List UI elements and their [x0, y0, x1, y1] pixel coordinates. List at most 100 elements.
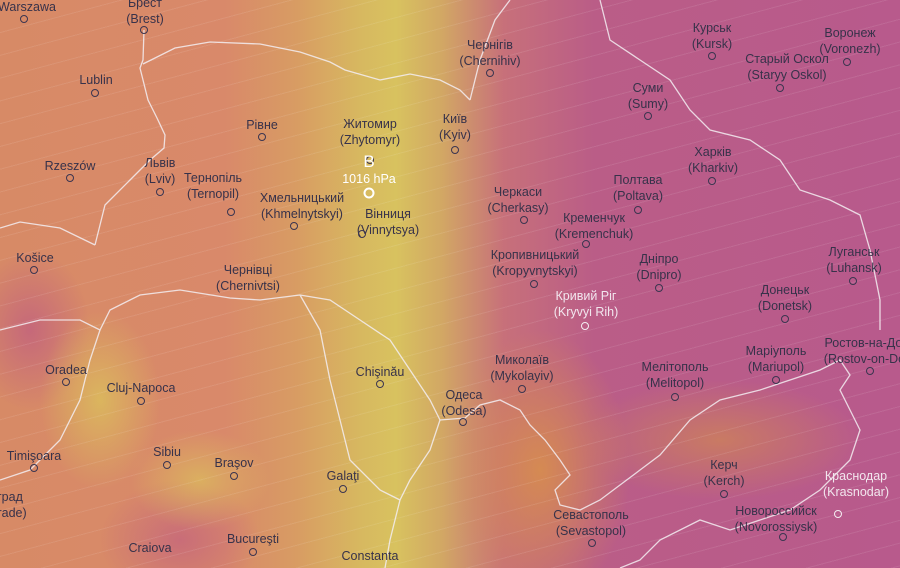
city-marker[interactable] [708, 52, 716, 60]
city-label[interactable]: Хмельницький (Khmelnytskyi) [260, 190, 344, 222]
city-marker[interactable] [20, 15, 28, 23]
city-marker[interactable] [634, 206, 642, 214]
city-label[interactable]: Warszawa [0, 0, 56, 15]
city-label[interactable]: Суми (Sumy) [628, 80, 668, 112]
city-name: Кривий Ріг [555, 289, 617, 303]
city-marker[interactable] [671, 393, 679, 401]
border-line [0, 329, 101, 481]
city-marker[interactable] [843, 58, 851, 66]
city-label[interactable]: Рівне [246, 117, 278, 133]
city-label[interactable]: Braşov [215, 455, 254, 471]
city-name: Курськ [692, 21, 732, 35]
city-marker[interactable] [30, 266, 38, 274]
city-label[interactable]: Тернопіль (Ternopil) [184, 170, 242, 202]
city-marker[interactable] [655, 284, 663, 292]
city-label[interactable]: Воронеж (Voronezh) [819, 25, 880, 57]
city-label[interactable]: Краснодар (Krasnodar) [823, 468, 889, 500]
city-label[interactable]: Житомир (Zhytomyr) [340, 116, 400, 148]
city-marker[interactable] [849, 277, 857, 285]
city-marker[interactable] [366, 156, 374, 164]
city-label[interactable]: Київ (Kyiv) [439, 111, 471, 143]
city-marker[interactable] [866, 367, 874, 375]
city-label[interactable]: Мелітополь (Melitopol) [642, 359, 709, 391]
city-marker[interactable] [30, 464, 38, 472]
pressure-value: 1016 hPa [342, 172, 396, 186]
city-label[interactable]: Курськ (Kursk) [692, 20, 732, 52]
city-label[interactable]: Брест (Brest) [126, 0, 164, 27]
city-marker[interactable] [358, 230, 366, 238]
city-marker[interactable] [581, 322, 589, 330]
city-marker[interactable] [776, 84, 784, 92]
city-label[interactable]: Bucureşti [227, 531, 279, 547]
city-marker[interactable] [518, 385, 526, 393]
city-label[interactable]: Чернігів (Chernihiv) [459, 37, 520, 69]
city-marker[interactable] [486, 69, 494, 77]
city-label[interactable]: Кропивницький (Kropyvnytskyi) [491, 247, 580, 279]
city-label[interactable]: Ростов-на-Дону (Rostov-on-Don) [824, 335, 900, 367]
city-marker[interactable] [227, 208, 235, 216]
city-label[interactable]: Керч (Kerch) [704, 457, 745, 489]
city-label[interactable]: Кривий Ріг (Kryvyi Rih) [554, 288, 619, 320]
city-marker[interactable] [459, 418, 467, 426]
city-marker[interactable] [163, 461, 171, 469]
city-label[interactable]: град (rade) [0, 489, 27, 521]
city-marker[interactable] [720, 490, 728, 498]
city-marker[interactable] [772, 376, 780, 384]
city-label[interactable]: Львів (Lviv) [145, 155, 176, 187]
city-label[interactable]: Galaţi [327, 468, 360, 484]
city-label[interactable]: Севастополь (Sevastopol) [553, 507, 628, 539]
city-label[interactable]: Chişinău [356, 364, 405, 380]
city-marker[interactable] [588, 539, 596, 547]
city-label[interactable]: Cluj-Napoca [107, 380, 176, 396]
pressure-center[interactable]: B 1016 hPa [342, 153, 396, 187]
city-label[interactable]: Полтава (Poltava) [613, 172, 663, 204]
city-marker[interactable] [451, 146, 459, 154]
city-label[interactable]: Маріуполь (Mariupol) [746, 343, 807, 375]
city-label[interactable]: Timişoara [7, 448, 61, 464]
city-marker[interactable] [137, 397, 145, 405]
city-marker[interactable] [66, 174, 74, 182]
city-label[interactable]: Rzeszów [45, 158, 96, 174]
city-label[interactable]: Lublin [79, 72, 112, 88]
city-marker[interactable] [140, 26, 148, 34]
city-marker[interactable] [708, 177, 716, 185]
city-label[interactable]: Чернівці (Chernivtsi) [216, 262, 280, 294]
city-marker[interactable] [520, 216, 528, 224]
city-marker[interactable] [290, 222, 298, 230]
city-latin-name: (Lviv) [144, 172, 176, 186]
city-marker[interactable] [156, 188, 164, 196]
city-label[interactable]: Старый Оскол (Staryy Oskol) [745, 51, 829, 83]
city-marker[interactable] [230, 472, 238, 480]
border-line [599, 0, 881, 330]
city-label[interactable]: Oradea [45, 362, 87, 378]
city-marker[interactable] [258, 133, 266, 141]
city-label[interactable]: Донецьк (Donetsk) [758, 282, 812, 314]
city-marker[interactable] [376, 380, 384, 388]
city-marker[interactable] [781, 315, 789, 323]
city-marker[interactable] [91, 89, 99, 97]
city-label[interactable]: Новороссийск (Novorossiysk) [735, 503, 818, 535]
city-marker[interactable] [582, 240, 590, 248]
city-label[interactable]: Харків (Kharkiv) [688, 144, 738, 176]
city-marker[interactable] [530, 280, 538, 288]
city-label[interactable]: Миколаїв (Mykolayiv) [490, 352, 553, 384]
city-marker[interactable] [249, 548, 257, 556]
city-marker[interactable] [779, 533, 787, 541]
city-marker[interactable] [62, 378, 70, 386]
city-label[interactable]: Košice [16, 250, 54, 266]
city-label[interactable]: Луганськ (Luhansk) [826, 244, 882, 276]
city-marker[interactable] [339, 485, 347, 493]
coastline [384, 419, 441, 568]
city-label[interactable]: Sibiu [153, 444, 181, 460]
city-label[interactable]: Вінниця (Vinnytsya) [357, 206, 419, 238]
city-label[interactable]: Constanta [342, 548, 399, 564]
city-label[interactable]: Кременчук (Kremenchuk) [555, 210, 634, 242]
city-marker[interactable] [644, 112, 652, 120]
city-label[interactable]: Черкаси (Cherkasy) [487, 184, 548, 216]
city-label[interactable]: Дніпро (Dnipro) [636, 251, 681, 283]
city-name: Bucureşti [226, 532, 280, 546]
city-label[interactable]: Одеса (Odesa) [441, 387, 486, 419]
city-label[interactable]: Craiova [128, 540, 171, 556]
city-marker[interactable] [834, 510, 842, 518]
